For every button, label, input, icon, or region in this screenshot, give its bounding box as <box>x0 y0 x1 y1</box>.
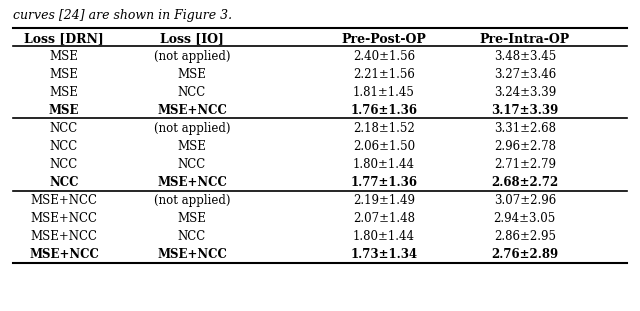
Text: 2.40±1.56: 2.40±1.56 <box>353 50 415 63</box>
Text: MSE: MSE <box>177 140 207 153</box>
Text: 1.77±1.36: 1.77±1.36 <box>351 176 417 189</box>
Text: 2.86±2.95: 2.86±2.95 <box>494 230 556 243</box>
Text: MSE: MSE <box>49 50 79 63</box>
Text: MSE+NCC: MSE+NCC <box>31 230 97 243</box>
Text: MSE+NCC: MSE+NCC <box>31 194 97 207</box>
Text: 3.07±2.96: 3.07±2.96 <box>493 194 556 207</box>
Text: (not applied): (not applied) <box>154 122 230 135</box>
Text: 2.94±3.05: 2.94±3.05 <box>493 212 556 225</box>
Text: NCC: NCC <box>49 176 79 189</box>
Text: 1.73±1.34: 1.73±1.34 <box>351 248 417 261</box>
Text: MSE+NCC: MSE+NCC <box>157 176 227 189</box>
Text: MSE: MSE <box>49 104 79 117</box>
Text: 1.81±1.45: 1.81±1.45 <box>353 86 415 99</box>
Text: Pre-Post-OP: Pre-Post-OP <box>342 33 426 45</box>
Text: Loss [IO]: Loss [IO] <box>160 33 224 45</box>
Text: MSE: MSE <box>177 212 207 225</box>
Text: 2.76±2.89: 2.76±2.89 <box>492 248 558 261</box>
Text: (not applied): (not applied) <box>154 50 230 63</box>
Text: 3.27±3.46: 3.27±3.46 <box>493 68 556 81</box>
Text: Pre-Intra-OP: Pre-Intra-OP <box>479 33 570 45</box>
Text: 2.68±2.72: 2.68±2.72 <box>491 176 559 189</box>
Text: (not applied): (not applied) <box>154 194 230 207</box>
Text: 3.31±2.68: 3.31±2.68 <box>494 122 556 135</box>
Text: NCC: NCC <box>178 158 206 171</box>
Text: 2.71±2.79: 2.71±2.79 <box>494 158 556 171</box>
Text: MSE+NCC: MSE+NCC <box>157 104 227 117</box>
Text: 3.24±3.39: 3.24±3.39 <box>493 86 556 99</box>
Text: 2.96±2.78: 2.96±2.78 <box>494 140 556 153</box>
Text: MSE+NCC: MSE+NCC <box>31 212 97 225</box>
Text: MSE: MSE <box>49 86 79 99</box>
Text: curves [24] are shown in Figure 3.: curves [24] are shown in Figure 3. <box>13 9 232 22</box>
Text: 1.80±1.44: 1.80±1.44 <box>353 158 415 171</box>
Text: NCC: NCC <box>178 86 206 99</box>
Text: 2.19±1.49: 2.19±1.49 <box>353 194 415 207</box>
Text: 2.06±1.50: 2.06±1.50 <box>353 140 415 153</box>
Text: 1.76±1.36: 1.76±1.36 <box>351 104 417 117</box>
Text: Loss [DRN]: Loss [DRN] <box>24 33 104 45</box>
Text: NCC: NCC <box>178 230 206 243</box>
Text: 1.80±1.44: 1.80±1.44 <box>353 230 415 243</box>
Text: 2.21±1.56: 2.21±1.56 <box>353 68 415 81</box>
Text: MSE+NCC: MSE+NCC <box>157 248 227 261</box>
Text: NCC: NCC <box>50 122 78 135</box>
Text: 2.18±1.52: 2.18±1.52 <box>353 122 415 135</box>
Text: MSE+NCC: MSE+NCC <box>29 248 99 261</box>
Text: NCC: NCC <box>50 158 78 171</box>
Text: NCC: NCC <box>50 140 78 153</box>
Text: MSE: MSE <box>177 68 207 81</box>
Text: 2.07±1.48: 2.07±1.48 <box>353 212 415 225</box>
Text: MSE: MSE <box>49 68 79 81</box>
Text: 3.48±3.45: 3.48±3.45 <box>493 50 556 63</box>
Text: 3.17±3.39: 3.17±3.39 <box>491 104 559 117</box>
